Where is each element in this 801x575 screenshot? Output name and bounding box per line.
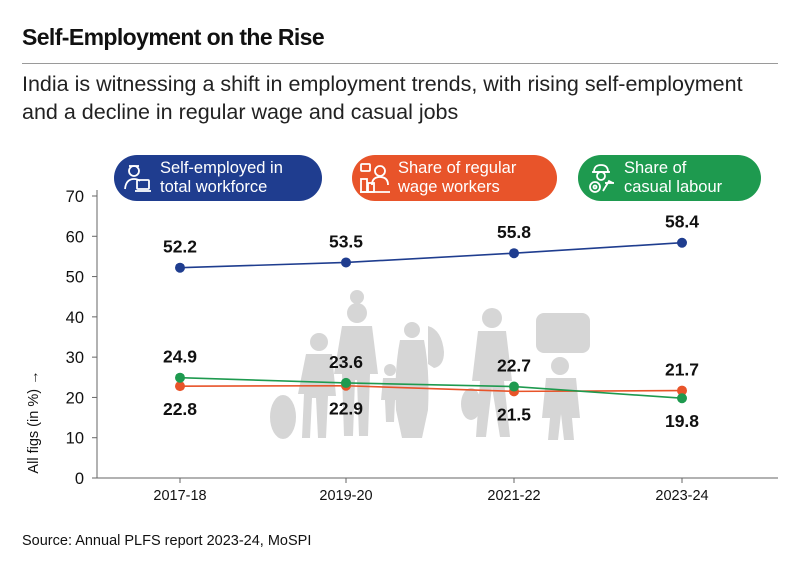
data-label: 21.5 — [497, 404, 531, 424]
title-divider — [22, 63, 778, 64]
data-label: 19.8 — [665, 411, 699, 431]
y-tick-label: 30 — [66, 349, 84, 367]
office-worker-icon — [352, 155, 398, 201]
y-tick-label: 0 — [75, 470, 84, 488]
data-label: 55.8 — [497, 222, 531, 242]
legend-label-line2: wage workers — [398, 178, 500, 196]
series-2: 24.9 23.6 22.7 19.8 — [163, 347, 699, 432]
person-laptop-icon — [114, 155, 160, 201]
data-point — [509, 381, 519, 392]
chart-title: Self-Employment on the Rise — [22, 24, 325, 50]
construction-worker-icon — [578, 155, 624, 201]
x-axis: 2017-18 2019-20 2021-22 2023-24 — [97, 477, 778, 504]
legend-self-employed: Self-employed in total workforce — [114, 155, 322, 201]
data-point — [677, 393, 687, 404]
y-tick-label: 50 — [66, 269, 84, 287]
data-point — [509, 248, 519, 259]
data-label: 23.6 — [329, 352, 363, 372]
legend-label-line1: Share of regular — [398, 159, 517, 177]
y-axis-label: All figs (in %) → — [26, 370, 42, 473]
data-label: 58.4 — [665, 212, 699, 232]
data-point — [677, 237, 687, 248]
data-label: 53.5 — [329, 231, 363, 251]
legend-label-line1: Self-employed in — [160, 159, 283, 177]
legend-label-line2: total workforce — [160, 178, 268, 196]
x-tick-label: 2017-18 — [153, 488, 206, 504]
x-tick-label: 2023-24 — [655, 488, 708, 504]
series-line — [179, 376, 683, 400]
data-point — [175, 262, 185, 273]
series-0: 52.2 53.5 55.8 58.4 — [163, 212, 699, 273]
data-label: 22.7 — [497, 356, 531, 376]
x-tick-label: 2019-20 — [319, 488, 372, 504]
y-tick-label: 60 — [66, 228, 84, 246]
legend-regular-wage: Share of regular wage workers — [352, 155, 557, 201]
data-label: 21.7 — [665, 360, 699, 380]
data-label: 22.9 — [329, 399, 363, 419]
y-tick-label: 40 — [66, 309, 84, 327]
series-1: 22.8 22.9 21.5 21.7 — [163, 360, 699, 425]
legend-label-line1: Share of — [624, 159, 687, 177]
x-tick-label: 2021-22 — [487, 488, 540, 504]
chart-subtitle: India is witnessing a shift in employmen… — [22, 72, 743, 124]
people-silhouette-illustration — [270, 290, 590, 440]
series-line — [179, 241, 683, 269]
y-axis: 0 10 20 30 40 50 60 70 — [66, 188, 98, 488]
series-line — [179, 384, 683, 393]
y-tick-label: 20 — [66, 389, 84, 407]
legend-casual-labour: Share of casual labour — [578, 155, 761, 201]
data-point — [175, 381, 185, 392]
y-tick-label: 70 — [66, 188, 84, 206]
data-point — [175, 372, 185, 383]
source-note: Source: Annual PLFS report 2023-24, MoSP… — [22, 533, 312, 549]
data-point — [677, 385, 687, 396]
y-tick-label: 10 — [66, 430, 84, 448]
legend-label-line2: casual labour — [624, 178, 723, 196]
data-point — [341, 257, 351, 268]
data-point — [341, 377, 351, 388]
data-label: 22.8 — [163, 399, 197, 419]
data-label: 52.2 — [163, 237, 197, 257]
data-label: 24.9 — [163, 347, 197, 367]
